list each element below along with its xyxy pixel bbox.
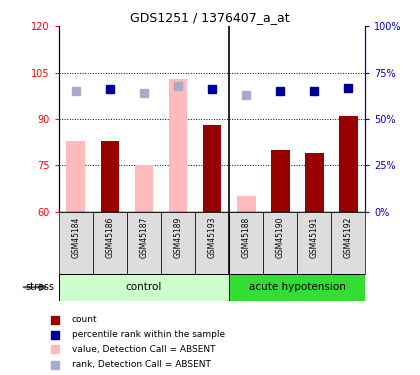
Bar bbox=[127, 212, 161, 274]
Text: acute hypotension: acute hypotension bbox=[249, 282, 346, 292]
Bar bbox=[305, 153, 324, 212]
Bar bbox=[93, 212, 127, 274]
Text: control: control bbox=[126, 282, 162, 292]
Bar bbox=[59, 274, 229, 301]
Bar bbox=[263, 212, 297, 274]
Text: GSM45188: GSM45188 bbox=[241, 217, 251, 258]
Bar bbox=[59, 212, 93, 274]
Text: GDS1251 / 1376407_a_at: GDS1251 / 1376407_a_at bbox=[130, 11, 290, 24]
Text: stress: stress bbox=[26, 282, 55, 292]
Bar bbox=[169, 79, 187, 212]
Text: GSM45193: GSM45193 bbox=[207, 217, 217, 258]
Bar bbox=[229, 212, 263, 274]
Bar bbox=[229, 274, 365, 301]
Text: GSM45190: GSM45190 bbox=[276, 217, 285, 258]
Text: count: count bbox=[72, 315, 97, 324]
Bar bbox=[66, 141, 85, 212]
Text: GSM45186: GSM45186 bbox=[105, 217, 114, 258]
Bar bbox=[297, 212, 331, 274]
Bar bbox=[134, 165, 153, 212]
Bar bbox=[100, 141, 119, 212]
Text: percentile rank within the sample: percentile rank within the sample bbox=[72, 330, 225, 339]
Bar bbox=[195, 212, 229, 274]
Bar bbox=[331, 212, 365, 274]
Text: GSM45192: GSM45192 bbox=[344, 217, 353, 258]
Bar bbox=[237, 196, 255, 212]
Bar bbox=[161, 212, 195, 274]
Text: rank, Detection Call = ABSENT: rank, Detection Call = ABSENT bbox=[72, 360, 211, 369]
Bar bbox=[203, 125, 221, 212]
Text: GSM45187: GSM45187 bbox=[139, 217, 148, 258]
Text: GSM45191: GSM45191 bbox=[310, 217, 319, 258]
Text: value, Detection Call = ABSENT: value, Detection Call = ABSENT bbox=[72, 345, 215, 354]
Bar bbox=[339, 116, 358, 212]
Text: GSM45189: GSM45189 bbox=[173, 217, 183, 258]
Bar bbox=[271, 150, 290, 212]
Text: GSM45184: GSM45184 bbox=[71, 217, 80, 258]
